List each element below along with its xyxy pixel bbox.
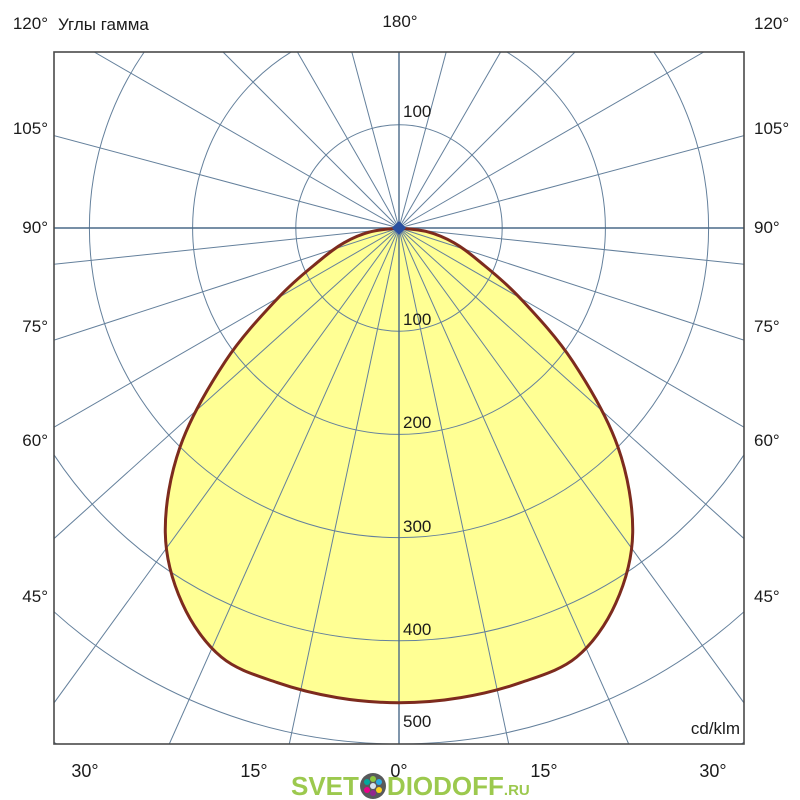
grid-ray (351, 52, 400, 229)
grid-ray (54, 227, 400, 265)
ring-label-300: 300 (403, 517, 432, 536)
grid-ray (168, 227, 400, 744)
grid-ray (398, 52, 502, 229)
pole-marker (392, 221, 406, 235)
logo-dot (369, 776, 376, 782)
gamma-label-180: 180° (382, 12, 418, 31)
logo-dot (363, 787, 370, 793)
grid-ray (398, 227, 744, 704)
gamma-label-left-90: 90° (22, 218, 48, 237)
watermark-logo-icon (359, 773, 386, 799)
grid-ray (398, 135, 744, 229)
grid-ray (398, 227, 744, 265)
grid-ray (398, 227, 630, 744)
gamma-label-right-105: 105° (754, 119, 790, 138)
grid-ray (54, 227, 400, 539)
gamma-label-right-75: 75° (754, 317, 780, 336)
grid-ray (398, 227, 744, 428)
grid-ray (93, 52, 400, 229)
grid-ray (296, 52, 400, 229)
gamma-label-right-120: 120° (754, 14, 790, 33)
grid-ray (288, 227, 400, 744)
grid-ray (54, 227, 400, 428)
gamma-label-left-75: 75° (22, 317, 48, 336)
ring-label-upper-100: 100 (403, 102, 432, 121)
watermark-text-right: DIODOFF (386, 771, 504, 800)
grid-ray (398, 227, 744, 539)
gamma-label-bottom-0: 30° (71, 761, 99, 781)
gamma-label-bottom-4: 30° (699, 761, 727, 781)
ring-label-200: 200 (403, 413, 432, 432)
grid-ray (54, 227, 400, 341)
plot-border (53, 51, 745, 745)
gamma-label-right-90: 90° (754, 218, 780, 237)
watermark: SVET DIODOFF .RU (291, 772, 530, 800)
logo-dot (363, 779, 370, 785)
grid-ray (398, 52, 705, 229)
gamma-label-left-45: 45° (22, 587, 48, 606)
gamma-label-bottom-3: 15° (530, 761, 558, 781)
gamma-label-bottom-2: 0° (390, 761, 408, 781)
ring-label-500: 500 (403, 712, 432, 731)
grid-ray (222, 52, 400, 229)
logo-dot (369, 790, 376, 796)
grid-ray (398, 52, 447, 229)
ring-label-100: 100 (403, 310, 432, 329)
logo-dot (375, 787, 382, 793)
ring-label-400: 400 (403, 620, 432, 639)
grid-ray (54, 135, 400, 229)
logo-dot (369, 783, 376, 789)
gamma-label-left-60: 60° (22, 431, 48, 450)
intensity-curve-outline (163, 226, 635, 705)
grid-ray (398, 52, 576, 229)
watermark-suffix: .RU (503, 782, 530, 799)
gamma-label-bottom-1: 15° (240, 761, 268, 781)
gamma-label-right-45: 45° (754, 587, 780, 606)
grid-ray (54, 227, 400, 704)
grid-ray (398, 227, 744, 341)
chart-title: Углы гамма (58, 15, 149, 34)
unit-label: cd/klm (690, 719, 740, 738)
grid-ray (398, 227, 510, 744)
watermark-text-left: SVET (291, 771, 359, 800)
gamma-label-right-60: 60° (754, 431, 780, 450)
gamma-label-left-105: 105° (12, 119, 48, 138)
gamma-label-left-120: 120° (12, 14, 48, 33)
logo-dot (375, 779, 382, 785)
